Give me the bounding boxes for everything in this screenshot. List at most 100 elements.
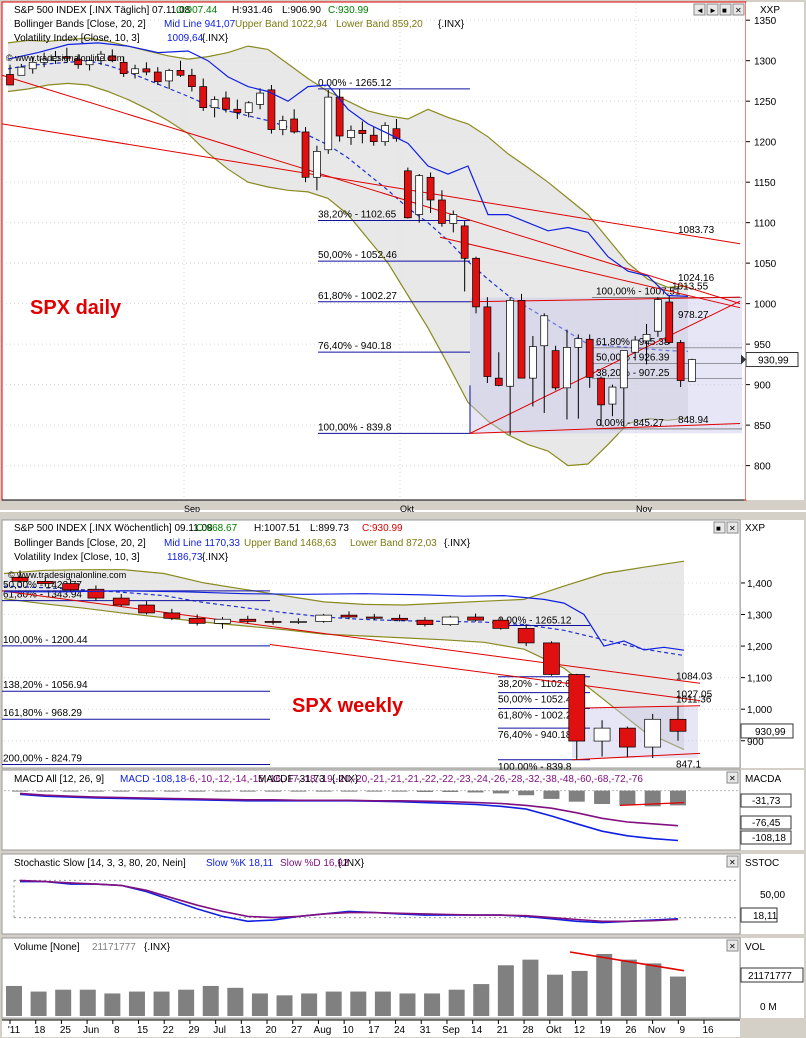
- daily-bb-suffix: {.INX}: [438, 19, 465, 30]
- daily-candle-body: [290, 118, 299, 133]
- volume-bar: [178, 989, 195, 1016]
- weekly-bb-mid: Mid Line 1170,33: [164, 538, 240, 549]
- weekly-fib-ext-label: 61,80% - 1343.94: [3, 590, 82, 601]
- daily-candle-body: [642, 334, 651, 342]
- daily-fib2-label: 100,00% - 1007.51: [596, 287, 681, 298]
- volume-value: 21171777: [92, 942, 136, 953]
- weekly-window-buttons: ■ ✕: [713, 521, 739, 534]
- daily-y-axis: 800 850 900 950 1000 1050 1100 1150 1200 1250 1300…: [741, 16, 799, 473]
- daily-fib2-label: 50,00% - 926.39: [596, 352, 670, 363]
- weekly-watermark: © www.tradesignalonline.com: [8, 570, 126, 580]
- macd-trigger: -6,-10,-12,-14,-15,-16,-17,-18,-19,-20,-…: [186, 774, 643, 785]
- weekly-vix-label: Volatility Index [Close, 10, 3]: [14, 552, 140, 563]
- macd-readout: -31,73: [752, 796, 781, 807]
- weekly-fib-label: 38,20% - 1102.65: [498, 679, 577, 690]
- weekly-candle-body: [391, 617, 408, 621]
- weekly-maximize-button[interactable]: [713, 521, 726, 534]
- volume-bar: [30, 991, 47, 1016]
- volume-bar: [6, 985, 22, 1016]
- weekly-close-button[interactable]: [726, 521, 739, 534]
- xtick-label: 22: [163, 1025, 175, 1036]
- daily-candle-body: [619, 350, 628, 389]
- stochastic-title: Stochastic Slow [14, 3, 3, 80, 20, Nein]: [14, 858, 186, 869]
- weekly-trendline-long: [1, 590, 701, 684]
- daily-bb-mid: Mid Line 941,07: [164, 19, 236, 30]
- daily-fib-label: 76,40% - 940.18: [318, 341, 392, 352]
- volume-bar: [104, 993, 121, 1016]
- macd-readout-box: [740, 830, 792, 845]
- xtick-label: 12: [574, 1025, 586, 1036]
- macd-histogram-bar: [467, 790, 484, 793]
- weekly-candle-body: [11, 576, 29, 582]
- macd-histogram-bar: [214, 790, 231, 792]
- daily-fib-label: 0,00% - 1265.12: [318, 78, 392, 89]
- daily-candle-body: [540, 315, 549, 347]
- daily-candle-body: [483, 306, 492, 377]
- weekly-vix-path: [4, 590, 685, 651]
- macd-value: MACD -108,18: [120, 774, 187, 785]
- daily-bb-upper: Upper Band 1022,94: [235, 19, 328, 30]
- daily-candle-body: [256, 92, 264, 105]
- daily-maximize-button[interactable]: [719, 3, 732, 16]
- daily-close-button[interactable]: [732, 3, 745, 16]
- daily-fib2-label: 0,00% - 845.27: [596, 418, 664, 429]
- daily-candle-body: [688, 359, 696, 382]
- daily-xtick-label: Okt: [400, 504, 415, 514]
- macd-histogram-bar: [265, 790, 282, 792]
- macd-histogram-bar: [113, 790, 130, 792]
- daily-candle-body: [585, 338, 594, 378]
- daily-prev-button[interactable]: [693, 3, 706, 16]
- volume-bar: [399, 993, 416, 1016]
- volume-suffix: {.INX}: [144, 942, 171, 953]
- volume-bar: [547, 974, 564, 1016]
- weekly-fib-label: 100,00% - 839.8: [498, 762, 572, 773]
- weekly-candle-body: [467, 616, 484, 621]
- macd-readout: -76,45: [752, 818, 781, 829]
- volume-bar: [227, 987, 244, 1016]
- daily-candle-body: [347, 129, 355, 138]
- daily-candle-body: [6, 74, 14, 86]
- macd-close-button[interactable]: [726, 771, 739, 784]
- stochastic-close-button[interactable]: [726, 855, 739, 868]
- daily-next-button[interactable]: [706, 3, 719, 16]
- xtick-label: Sep: [442, 1025, 460, 1036]
- xtick-label: Okt: [546, 1025, 562, 1036]
- daily-vix-suffix: {.INX}: [202, 33, 229, 44]
- volume-bar: [325, 991, 342, 1016]
- daily-fib-label: 100,00% - 839.8: [318, 422, 392, 433]
- weekly-candle-body: [87, 588, 105, 599]
- volume-close-button[interactable]: [726, 939, 739, 952]
- macd-histogram-bar: [239, 790, 256, 792]
- macd-close-icon: ✕: [729, 774, 736, 783]
- weekly-trendline-mid: [269, 643, 701, 702]
- daily-trendline-short: [439, 236, 741, 309]
- xtick-label: Aug: [314, 1025, 332, 1036]
- daily-candle-body: [28, 61, 37, 70]
- volume-plot-area: [1, 937, 741, 1019]
- daily-fib-label: 61,80% - 1002.27: [318, 291, 397, 302]
- macd-plot: [4, 790, 738, 842]
- weekly-candle-body: [188, 617, 206, 624]
- daily-candle-body: [51, 56, 60, 62]
- weekly-vix-line: [4, 590, 685, 651]
- daily-window-buttons: ◄ ► ■ ✕: [693, 3, 745, 16]
- weekly-trendline-top: [571, 705, 701, 709]
- volume-bar: [374, 991, 391, 1016]
- volume-bar: [79, 989, 96, 1016]
- daily-trendline-top: [469, 296, 741, 303]
- volume-bar: [301, 993, 318, 1016]
- weekly-trend-label: 847.1: [676, 759, 701, 770]
- daily-candle-body: [438, 199, 446, 224]
- weekly-vix-suffix: {.INX}: [202, 552, 229, 563]
- daily-title: S&P 500 INDEX [.INX Täglich] 07.11.08: [14, 5, 191, 16]
- daily-candle-body: [233, 108, 242, 113]
- daily-trendline-low: [469, 422, 741, 434]
- weekly-axis-label: XXP: [745, 523, 765, 534]
- daily-candles: [6, 47, 696, 435]
- macd-histogram-bar: [391, 790, 408, 792]
- daily-candle-body: [415, 175, 424, 215]
- volume-bar: [350, 991, 367, 1016]
- daily-fib-label: 38,20% - 1102.65: [318, 210, 397, 221]
- weekly-bb-suffix: {.INX}: [444, 538, 471, 549]
